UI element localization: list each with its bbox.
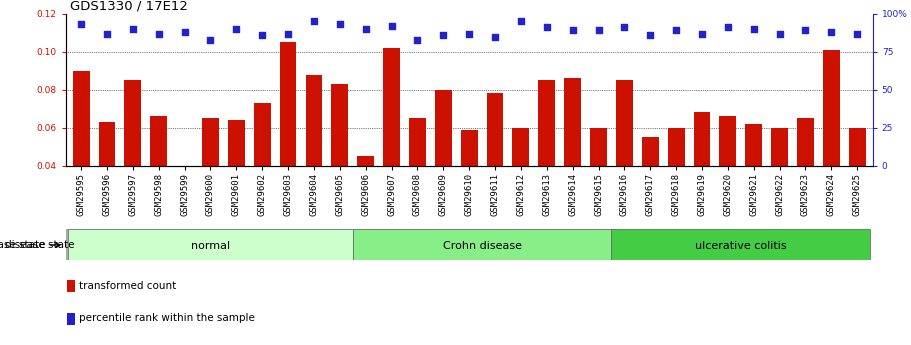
Bar <box>353 229 611 260</box>
Point <box>850 31 865 36</box>
Text: disease state: disease state <box>5 240 74 250</box>
Point <box>824 29 839 35</box>
Bar <box>849 128 865 241</box>
Bar <box>772 128 788 241</box>
Point <box>74 22 88 27</box>
Bar <box>823 50 840 241</box>
Bar <box>564 78 581 242</box>
Point <box>617 25 631 30</box>
Point <box>695 31 710 36</box>
Text: disease state: disease state <box>0 240 46 250</box>
Point <box>721 25 735 30</box>
Point <box>643 32 658 38</box>
Point <box>798 28 813 33</box>
Point <box>487 34 502 39</box>
Text: Crohn disease: Crohn disease <box>443 240 522 250</box>
Point <box>384 23 399 29</box>
Point <box>410 37 425 42</box>
Point <box>773 31 787 36</box>
Bar <box>332 84 348 242</box>
Bar <box>668 128 684 241</box>
Bar <box>305 75 322 242</box>
Point <box>746 26 761 32</box>
Point <box>539 25 554 30</box>
Bar <box>720 116 736 241</box>
Bar <box>538 80 555 242</box>
Bar <box>67 313 76 325</box>
Bar <box>745 124 763 242</box>
Bar <box>513 128 529 241</box>
Point <box>229 26 243 32</box>
Bar <box>176 166 193 242</box>
Bar <box>125 80 141 242</box>
Bar <box>228 120 245 242</box>
Point <box>669 28 683 33</box>
Bar <box>486 93 504 241</box>
Bar <box>435 90 452 242</box>
Point <box>151 31 166 36</box>
Bar <box>642 137 659 242</box>
Point <box>255 32 270 38</box>
Bar <box>202 118 219 242</box>
Bar <box>280 42 296 242</box>
Point <box>178 29 192 35</box>
Bar <box>693 112 711 241</box>
Bar <box>98 122 116 242</box>
Bar <box>461 130 477 242</box>
Bar <box>384 48 400 242</box>
Point <box>462 31 476 36</box>
Bar <box>611 229 870 260</box>
Point <box>203 37 218 42</box>
Text: GDS1330 / 17E12: GDS1330 / 17E12 <box>70 0 188 12</box>
Point <box>99 31 114 36</box>
Bar <box>150 116 167 241</box>
Text: transformed count: transformed count <box>79 281 177 290</box>
Point <box>307 19 322 24</box>
Bar <box>357 156 374 241</box>
Point <box>436 32 451 38</box>
Text: normal: normal <box>191 240 230 250</box>
Point <box>281 31 295 36</box>
Point <box>358 26 373 32</box>
Text: percentile rank within the sample: percentile rank within the sample <box>79 314 255 323</box>
Bar <box>254 103 271 242</box>
Point <box>514 19 528 24</box>
Point <box>591 28 606 33</box>
Point <box>566 28 580 33</box>
Bar <box>616 80 633 242</box>
Bar <box>797 118 814 242</box>
Text: ulcerative colitis: ulcerative colitis <box>695 240 786 250</box>
Bar <box>68 229 353 260</box>
Point <box>126 26 140 32</box>
Bar <box>67 280 76 292</box>
Bar <box>590 128 607 241</box>
Bar <box>73 71 89 242</box>
Bar <box>409 118 425 242</box>
Point <box>333 22 347 27</box>
